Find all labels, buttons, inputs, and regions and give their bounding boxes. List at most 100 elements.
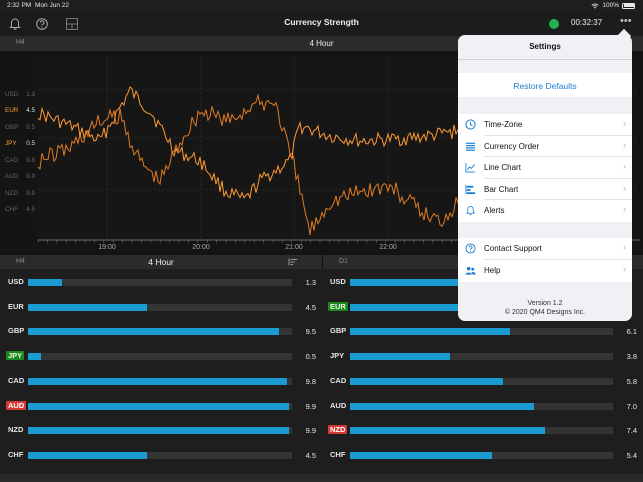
currency-label: AUD	[330, 400, 347, 410]
strength-bar-track	[28, 328, 292, 336]
legend-chf[interactable]: CHF 4.5	[5, 206, 35, 213]
chevron-right-icon: ›	[623, 263, 626, 274]
chevron-right-icon: ›	[623, 139, 626, 150]
strength-bar-track	[350, 451, 613, 459]
bell-icon[interactable]	[8, 17, 22, 31]
line-chart-icon	[465, 162, 476, 173]
chart-timeframe: H4	[16, 39, 25, 46]
bar-row-aud[interactable]: AUD 7.0	[322, 393, 643, 417]
help-icon[interactable]	[35, 17, 49, 31]
layout-icon[interactable]	[65, 17, 79, 31]
bar-row-nzd[interactable]: NZD 7.4	[322, 417, 643, 441]
strength-value: 6.1	[626, 327, 637, 337]
version-info: Version 1.2 © 2020 QM4 Designs Inc.	[458, 299, 632, 317]
bar-row-chf[interactable]: CHF 5.4	[322, 442, 643, 466]
strength-value: 5.4	[626, 450, 637, 460]
strength-bar-fill	[28, 427, 290, 435]
bar-row-chf[interactable]: CHF 4.5	[0, 442, 322, 466]
battery-icon	[622, 2, 635, 9]
strength-value: 7.0	[626, 401, 637, 411]
bar-row-usd[interactable]: USD 1.3	[0, 269, 322, 293]
bar-row-aud[interactable]: AUD 9.9	[0, 393, 322, 417]
currency-label: NZD	[8, 425, 24, 435]
strength-bar-fill	[28, 377, 287, 385]
settings-popover: Settings Restore Defaults Time-Zone › Cu…	[458, 35, 632, 321]
currency-label: JPY	[330, 351, 345, 361]
strength-bar-track	[28, 427, 292, 435]
legend-gbp[interactable]: GBP 9.5	[5, 124, 35, 131]
currency-label: CHF	[330, 449, 346, 459]
status-date: Mon Jun 22	[35, 2, 69, 9]
legend-eur[interactable]: EUR 4.5	[5, 107, 35, 114]
strength-value: 0.5	[305, 352, 316, 362]
strength-bar-fill	[28, 279, 63, 286]
settings-item-help[interactable]: Help ›	[458, 260, 632, 282]
copyright-text: © 2020 QM4 Designs Inc.	[504, 309, 586, 316]
status-time: 2:32 PM	[7, 2, 32, 9]
currency-label: NZD	[328, 425, 348, 435]
strength-value: 4.5	[305, 302, 316, 312]
legend-aud[interactable]: AUD 9.9	[5, 173, 35, 180]
strength-value: 3.8	[626, 352, 637, 362]
strength-bar-track	[28, 377, 292, 385]
settings-item-contact-support[interactable]: Contact Support ›	[458, 238, 632, 260]
settings-item-bar-chart[interactable]: Bar Chart ›	[458, 179, 632, 200]
legend-usd[interactable]: USD 1.3	[5, 91, 35, 98]
bar-row-nzd[interactable]: NZD 9.9	[0, 417, 322, 441]
x-tick-label: 22:00	[379, 244, 397, 251]
bell-icon	[466, 205, 475, 216]
left-panel-bars: USD 1.3 EUR 4.5 GBP 9.5 JPY 0.5 CAD 9.8 AUD 9.9 NZD 9…	[0, 269, 322, 474]
currency-label: AUD	[6, 400, 27, 410]
strength-bar-fill	[350, 303, 461, 311]
strength-value: 9.5	[305, 327, 316, 337]
restore-defaults-button[interactable]: Restore Defaults	[513, 81, 577, 91]
sort-icon[interactable]	[288, 258, 298, 266]
legend-cad[interactable]: CAD 9.8	[5, 157, 35, 164]
chevron-right-icon: ›	[623, 204, 626, 214]
strength-bar-track	[28, 451, 292, 459]
strength-bar-fill	[350, 279, 498, 286]
strength-value: 9.8	[305, 376, 316, 386]
legend-jpy[interactable]: JPY 0.5	[5, 140, 35, 147]
strength-bar-fill	[350, 402, 535, 410]
strength-bar-fill	[350, 328, 511, 336]
left-panel-timeframe: H4	[16, 258, 25, 265]
status-bar: 2:32 PM Mon Jun 22 100%	[0, 0, 643, 12]
strength-bar-track	[350, 377, 613, 385]
list-icon	[465, 142, 476, 151]
strength-bar-track	[28, 353, 292, 361]
x-tick-label: 21:00	[285, 244, 303, 251]
strength-bar-track	[350, 353, 613, 361]
bar-row-jpy[interactable]: JPY 0.5	[0, 343, 322, 367]
strength-bar-fill	[28, 451, 147, 459]
settings-item-line-chart[interactable]: Line Chart ›	[458, 157, 632, 179]
bar-row-gbp[interactable]: GBP 9.5	[0, 318, 322, 342]
settings-title: Settings	[529, 42, 561, 51]
settings-item-alerts[interactable]: Alerts ›	[458, 200, 632, 222]
strength-value: 7.4	[626, 426, 637, 436]
bar-row-eur[interactable]: EUR 4.5	[0, 294, 322, 318]
currency-label: CHF	[8, 449, 24, 459]
x-tick-label: 20:00	[192, 244, 210, 251]
bar-row-jpy[interactable]: JPY 3.8	[322, 343, 643, 367]
strength-bar-track	[350, 427, 613, 435]
currency-label: EUR	[328, 301, 348, 311]
chart-title: 4 Hour	[309, 39, 334, 48]
currency-label: CAD	[330, 375, 347, 385]
status-right: 100%	[591, 2, 635, 9]
bar-row-gbp[interactable]: GBP 6.1	[322, 318, 643, 342]
nav-bar: Currency Strength 00:32:37 •••	[0, 12, 643, 36]
bar-row-cad[interactable]: CAD 9.8	[0, 368, 322, 392]
connection-status-dot	[549, 19, 559, 29]
settings-item-time-zone[interactable]: Time-Zone ›	[458, 114, 632, 136]
page-title: Currency Strength	[284, 17, 359, 27]
bar-row-cad[interactable]: CAD 5.8	[322, 368, 643, 392]
settings-group-support: Contact Support › Help ›	[458, 238, 632, 282]
legend-nzd[interactable]: NZD 9.9	[5, 190, 35, 197]
chevron-right-icon: ›	[623, 182, 626, 193]
settings-item-currency-order[interactable]: Currency Order ›	[458, 136, 632, 157]
currency-label: USD	[8, 277, 24, 286]
more-menu-button[interactable]: •••	[620, 15, 632, 27]
strength-bar-fill	[28, 328, 279, 336]
series-line-eur	[37, 86, 459, 200]
